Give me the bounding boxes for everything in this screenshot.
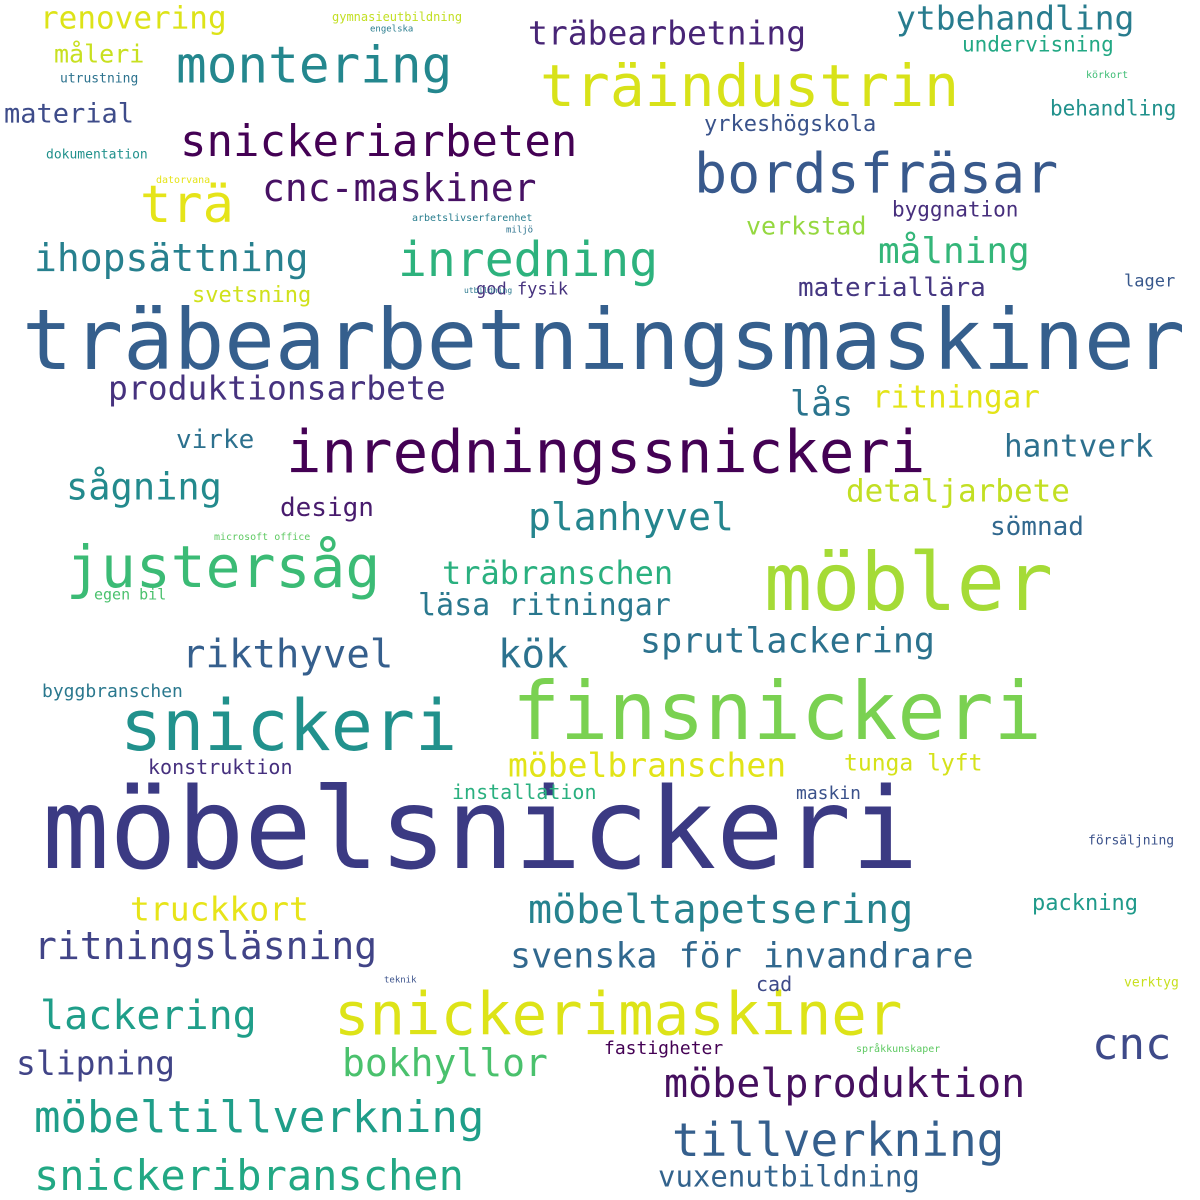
word: bordsfräsar bbox=[694, 141, 1059, 206]
word: möbler bbox=[764, 536, 1053, 629]
word: justersåg bbox=[66, 533, 381, 601]
word: virke bbox=[176, 425, 255, 455]
word: utbildning bbox=[464, 286, 513, 295]
word: verkstad bbox=[746, 211, 867, 241]
word: maskin bbox=[796, 783, 862, 804]
word: läsa ritningar bbox=[418, 588, 671, 623]
word: lås bbox=[790, 384, 854, 425]
word: renovering bbox=[40, 0, 227, 37]
word: installation bbox=[452, 780, 597, 804]
word: möbelproduktion bbox=[664, 1061, 1026, 1107]
word: finsnickeri bbox=[512, 665, 1042, 758]
word: hantverk bbox=[1004, 428, 1154, 465]
word: vuxenutbildning bbox=[658, 1159, 920, 1194]
word: montering bbox=[176, 36, 453, 96]
word: lager bbox=[1124, 271, 1176, 292]
word: god fysik bbox=[476, 279, 569, 300]
word: undervisning bbox=[962, 32, 1114, 57]
word: datorvana bbox=[156, 175, 211, 186]
word: arbetslivserfarenhet bbox=[412, 213, 533, 224]
word: sprutlackering bbox=[640, 621, 936, 662]
word: gymnasieutbildning bbox=[332, 10, 463, 24]
word: bokhyllor bbox=[342, 1041, 548, 1085]
word: ritningar bbox=[872, 379, 1040, 416]
word: engelska bbox=[370, 24, 414, 35]
word: svetsning bbox=[192, 283, 312, 308]
word: materiallära bbox=[798, 273, 986, 303]
word: material bbox=[4, 98, 135, 130]
word: truckkort bbox=[130, 889, 309, 929]
word: produktionsarbete bbox=[108, 368, 446, 408]
word: sågning bbox=[66, 465, 222, 509]
word: försäljning bbox=[1088, 833, 1175, 849]
word: yrkeshögskola bbox=[704, 112, 877, 137]
word: byggnation bbox=[892, 197, 1019, 222]
word: design bbox=[280, 493, 374, 523]
word: utrustning bbox=[60, 71, 139, 87]
word: miljö bbox=[506, 225, 534, 236]
word: behandling bbox=[1050, 96, 1177, 121]
word: körkort bbox=[1086, 70, 1129, 81]
word: snickeribranschen bbox=[34, 1151, 464, 1200]
word: inredningssnickeri bbox=[286, 417, 926, 487]
word: tillverkning bbox=[672, 1113, 1005, 1167]
word: ritningsläsning bbox=[34, 924, 378, 968]
word: möbeltillverkning bbox=[34, 1092, 485, 1143]
word: cnc bbox=[1092, 1019, 1172, 1070]
word: träbranschen bbox=[442, 554, 674, 592]
word: snickeriarbeten bbox=[180, 116, 578, 167]
word: planhyvel bbox=[528, 495, 734, 539]
word: kök bbox=[498, 632, 569, 678]
word: verktyg bbox=[1124, 975, 1179, 991]
word: fastigheter bbox=[604, 1038, 724, 1059]
word: språkkunskaper bbox=[856, 1044, 941, 1055]
word: packning bbox=[1032, 891, 1138, 916]
word: träbearbetningsmaskiner bbox=[22, 291, 1186, 389]
word: rikthyvel bbox=[182, 632, 394, 678]
word: ytbehandling bbox=[896, 0, 1135, 38]
word: dokumentation bbox=[46, 147, 148, 163]
word: träbearbetning bbox=[528, 13, 807, 53]
word: måleri bbox=[54, 39, 145, 69]
word: teknik bbox=[384, 975, 417, 986]
word: microsoft office bbox=[214, 532, 311, 543]
word: ihopsättning bbox=[34, 236, 309, 280]
word: slipning bbox=[16, 1043, 175, 1083]
word: trä bbox=[140, 175, 234, 235]
word: möbelbranschen bbox=[508, 745, 787, 785]
word: egen bil bbox=[94, 585, 167, 604]
word: byggbranschen bbox=[42, 681, 183, 702]
word: cad bbox=[756, 972, 793, 996]
word: sömnad bbox=[990, 512, 1084, 542]
word: möbeltapetsering bbox=[528, 887, 914, 933]
word: målning bbox=[878, 231, 1030, 272]
word: lackering bbox=[40, 993, 257, 1039]
word: tunga lyft bbox=[844, 750, 983, 777]
word: svenska för invandrare bbox=[510, 936, 974, 977]
word: snickerimaskiner bbox=[334, 979, 903, 1049]
word: snickeri bbox=[120, 685, 458, 767]
word: detaljarbete bbox=[846, 473, 1070, 510]
word: cnc-maskiner bbox=[262, 166, 537, 210]
word: träindustrin bbox=[540, 52, 960, 120]
word: möbelsnickeri bbox=[42, 765, 919, 895]
word: inredning bbox=[398, 232, 659, 288]
word: konstruktion bbox=[148, 755, 293, 779]
